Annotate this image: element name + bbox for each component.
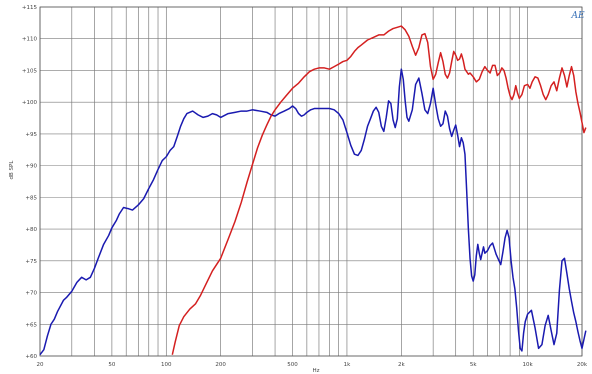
y-axis-label: dB SPL <box>9 160 15 180</box>
series-line-1 <box>39 68 587 356</box>
plot-border <box>39 6 583 357</box>
y-tick-label: +115 <box>22 5 38 11</box>
y-tick-label: +75 <box>25 259 37 265</box>
y-tick-label: +85 <box>25 195 37 201</box>
x-tick-label: 50 <box>108 362 115 368</box>
grid-minor-lines <box>39 7 583 356</box>
y-tick-label: +100 <box>22 100 38 106</box>
x-tick-label: 1k <box>344 362 351 368</box>
x-tick-label: 5k <box>470 362 477 368</box>
x-tick-label: 200 <box>215 362 226 368</box>
x-tick-label: 10k <box>523 362 534 368</box>
y-tick-label: +80 <box>25 227 37 233</box>
y-tick-label: +95 <box>25 132 37 138</box>
y-tick-label: +110 <box>22 37 38 43</box>
x-axis-label: Hz <box>312 368 319 374</box>
x-tick-labels: 20 50 100 200 500 1k 2k 5k 10k 20k <box>37 362 588 368</box>
x-tick-label: 2k <box>398 362 405 368</box>
series-line-2 <box>171 25 587 355</box>
x-tick-label: 20 <box>37 362 44 368</box>
series-layer <box>39 25 587 356</box>
y-tick-label: +60 <box>25 354 37 360</box>
y-tick-label: +105 <box>22 68 38 74</box>
brand-logo: AE <box>570 11 584 21</box>
y-tick-label: +65 <box>25 322 37 328</box>
y-tick-label: +90 <box>25 164 37 170</box>
y-tick-label: +70 <box>25 291 37 297</box>
y-tick-labels: +60 +65 +70 +75 +80 +85 +90 +95 +100 +105 +110 +115 <box>22 5 38 360</box>
x-tick-label: 20k <box>577 362 588 368</box>
x-tick-label: 100 <box>161 362 172 368</box>
x-tick-label: 500 <box>287 362 298 368</box>
